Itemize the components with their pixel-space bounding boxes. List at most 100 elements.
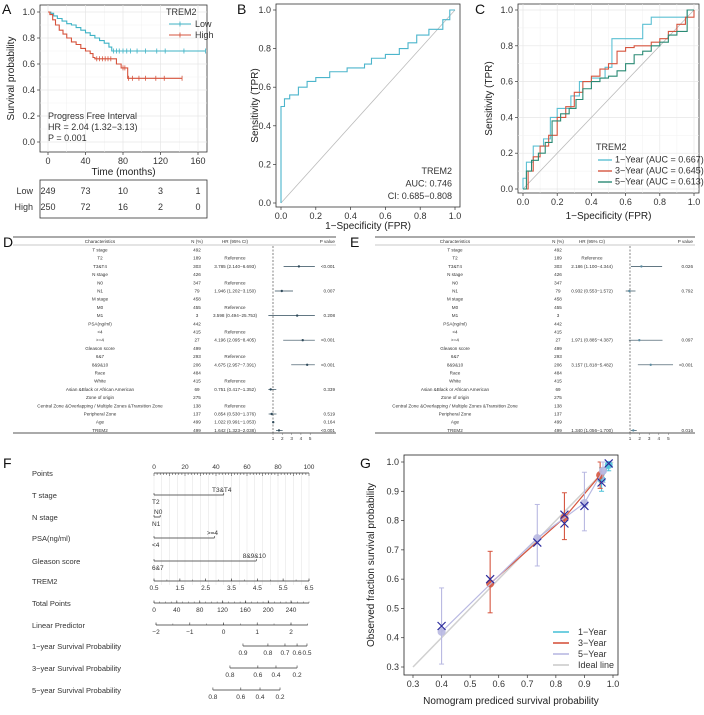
y-tick-label: 0.2 (22, 111, 35, 121)
tick-label: 0.8 (225, 672, 234, 679)
row-hr-ci: Reference (224, 403, 246, 408)
row-label: PSA(ng/ml) (443, 321, 467, 326)
y-tick-label: 1.0 (258, 5, 271, 15)
row-label: Peripheral Zone (84, 412, 117, 417)
y-tick-label: 0.2 (258, 159, 271, 169)
row-label: T stage (447, 248, 463, 253)
row-p-value: <0.001 (321, 362, 336, 367)
legend-text: TREM2 (421, 166, 452, 176)
row-n: 499 (193, 420, 201, 425)
row-n: 442 (193, 321, 201, 326)
roc-curve (523, 9, 694, 190)
row-label: Total Points (32, 599, 71, 608)
tick-label: 1 (255, 629, 259, 636)
row-p-value: 0.792 (682, 289, 694, 294)
row-hr-ci: 2.186 (1.100−4.344) (571, 264, 613, 269)
panel-letter-d: D (3, 234, 13, 250)
tick-label: 6.5 (304, 585, 313, 592)
tick-label: 0.6 (293, 650, 302, 657)
plot-area (275, 3, 461, 208)
row-label: M0 (97, 305, 104, 310)
forest-tick-label: 4 (658, 436, 661, 441)
row-label: Zone of origin (441, 395, 470, 400)
tick-label: 0.6 (236, 694, 245, 701)
y-tick-label: 0.6 (500, 77, 513, 87)
row-p-value: <0.001 (321, 428, 336, 433)
row-label: 6&7 (451, 354, 460, 359)
hr-point (301, 339, 304, 342)
x-tick-label: 80 (118, 156, 128, 166)
x-tick-label: 0.4 (585, 197, 598, 207)
row-n: 499 (554, 420, 562, 425)
risk-count: 72 (80, 202, 90, 212)
row-label: T stage (92, 248, 108, 253)
tick-label: 0.8 (208, 694, 217, 701)
table-row: Race 484 (95, 371, 202, 376)
table-row: >=4 27 4.196 (2.095−8.405) <0.001 (96, 338, 335, 343)
table-row: M0 455 (452, 305, 562, 310)
x-marker (604, 459, 614, 468)
points-tick-label: 20 (181, 464, 189, 471)
calibration-point (599, 466, 607, 475)
table-row: N1 79 0.932 (0.553−1.572) 0.792 (452, 289, 693, 294)
points-tick-label: 0 (152, 464, 156, 471)
row-label: Gleason score (85, 346, 115, 351)
row-label: T3&T4 (448, 264, 462, 269)
row-n: 206 (554, 362, 562, 367)
row-hr-ci: Reference (224, 280, 246, 285)
tick-label: −1 (186, 629, 194, 636)
row-hr-ci: 1.642 (1.323−2.038) (214, 428, 256, 433)
row-label: 6&7 (96, 354, 105, 359)
calibration-point (580, 499, 589, 507)
row-label: N stage (92, 272, 108, 277)
y-tick-label: 0.4 (258, 121, 271, 131)
x-tick-label: 0.9 (578, 679, 591, 689)
tick-label: 0.6 (253, 672, 262, 679)
y-tick-label: 0.5 (386, 603, 399, 613)
row-hr-ci: Reference (224, 379, 246, 384)
column-header: P value (320, 239, 336, 244)
hr-point (649, 363, 652, 366)
x-axis-label: Time (months) (91, 167, 155, 178)
table-row: N stage 426 (447, 272, 562, 277)
x-tick-label: 0 (45, 156, 50, 166)
x-axis-label: 1−Specificity (FPR) (566, 211, 652, 222)
table-row: 6&7 293 (451, 354, 562, 359)
roc-curve (522, 9, 694, 189)
points-tick-label: 100 (304, 464, 315, 471)
row-hr-ci: Reference (224, 330, 246, 335)
tick-label: 0.9 (238, 650, 247, 657)
row-n: 27 (555, 338, 561, 343)
y-tick-label: 1.0 (386, 457, 399, 467)
row-label: M stage (92, 297, 109, 302)
table-row: T stage 492 (92, 248, 201, 253)
row-hr-ci: 0.932 (0.553−1.572) (571, 289, 613, 294)
y-tick-label: 0.0 (258, 198, 271, 208)
forest-tick-label: 1 (272, 436, 275, 441)
y-axis-label: Observed fraction survival probability (366, 483, 377, 647)
y-axis-label: Sensitivity (TPR) (250, 68, 261, 142)
table-row: N0 347 (452, 280, 562, 285)
row-label: T2 (452, 256, 458, 261)
row-label: Zone of origin (86, 395, 115, 400)
forest-tick-label: 2 (281, 436, 284, 441)
y-tick-label: 0.0 (22, 137, 35, 147)
x-tick-label: 0.8 (550, 679, 563, 689)
tick-label: 0.4 (255, 694, 264, 701)
tick-label: 80 (196, 607, 204, 614)
table-row: M1 3 3.598 (0.494−25.753) 0.208 (97, 313, 336, 318)
table-row: Asian &Black or African American 69 0.751 … (66, 387, 336, 392)
table-row: N0 347 Reference (97, 280, 246, 285)
row-p-value: <0.001 (321, 338, 336, 343)
legend-text: AUC: 0.746 (405, 179, 452, 189)
row-label: White (449, 379, 461, 384)
y-tick-label: 0.8 (258, 44, 271, 54)
table-row: White 415 (449, 379, 562, 384)
risk-count: 250 (40, 202, 55, 212)
legend-label: 1−Year (578, 627, 606, 637)
row-label: TREM2 (447, 428, 463, 433)
level-label: <4 (152, 542, 160, 549)
row-label: Asian &Black or African American (66, 387, 135, 392)
row-label: M0 (452, 305, 459, 310)
